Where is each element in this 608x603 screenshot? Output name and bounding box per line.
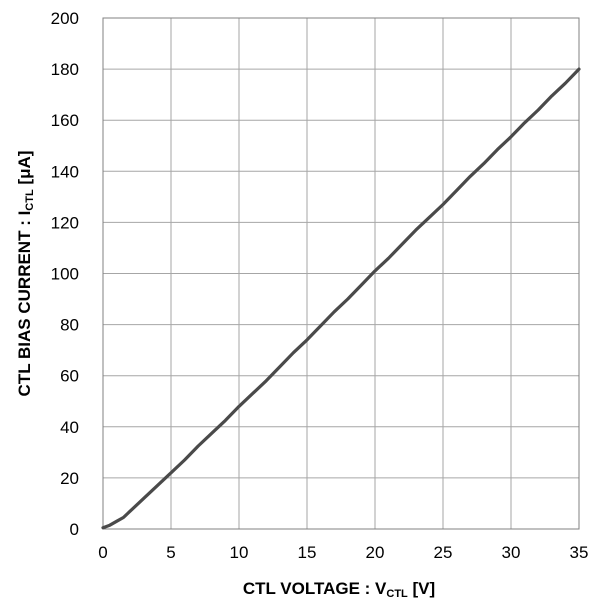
y-axis-title: CTL BIAS CURRENT : ICTL [μA] (15, 151, 36, 397)
x-tick-labels: 0 5 10 15 20 25 30 35 (98, 543, 588, 562)
x-tick-label: 5 (166, 543, 175, 562)
x-tick-label: 0 (98, 543, 107, 562)
x-axis-title-subscript: CTL (386, 588, 408, 600)
y-tick-label: 200 (51, 9, 79, 28)
y-tick-label: 20 (60, 469, 79, 488)
x-axis-title-unit: [V] (408, 579, 435, 598)
y-tick-label: 40 (60, 418, 79, 437)
y-tick-label: 80 (60, 316, 79, 335)
y-tick-label: 100 (51, 265, 79, 284)
x-tick-label: 20 (366, 543, 385, 562)
x-tick-label: 30 (502, 543, 521, 562)
x-tick-label: 35 (570, 543, 589, 562)
y-tick-label: 0 (70, 520, 79, 539)
plot-frame (102, 17, 580, 530)
x-axis-title-main: CTL VOLTAGE : V (243, 579, 387, 598)
y-tick-label: 160 (51, 111, 79, 130)
x-tick-label: 25 (434, 543, 453, 562)
y-tick-label: 140 (51, 162, 79, 181)
x-tick-label: 15 (298, 543, 317, 562)
x-tick-label: 10 (230, 543, 249, 562)
y-tick-label: 60 (60, 367, 79, 386)
y-tick-labels: 0 20 40 60 80 100 120 140 160 180 200 (51, 9, 79, 539)
y-axis-title-main: CTL BIAS CURRENT : I (15, 211, 34, 397)
x-axis-title: CTL VOLTAGE : VCTL [V] (243, 579, 435, 600)
series-line-0 (101, 67, 581, 530)
series-layer (101, 67, 581, 530)
y-axis-title-subscript: CTL (24, 189, 36, 211)
y-tick-label: 180 (51, 60, 79, 79)
y-axis-title-unit: [μA] (15, 151, 34, 190)
y-tick-label: 120 (51, 213, 79, 232)
grid (102, 17, 580, 530)
